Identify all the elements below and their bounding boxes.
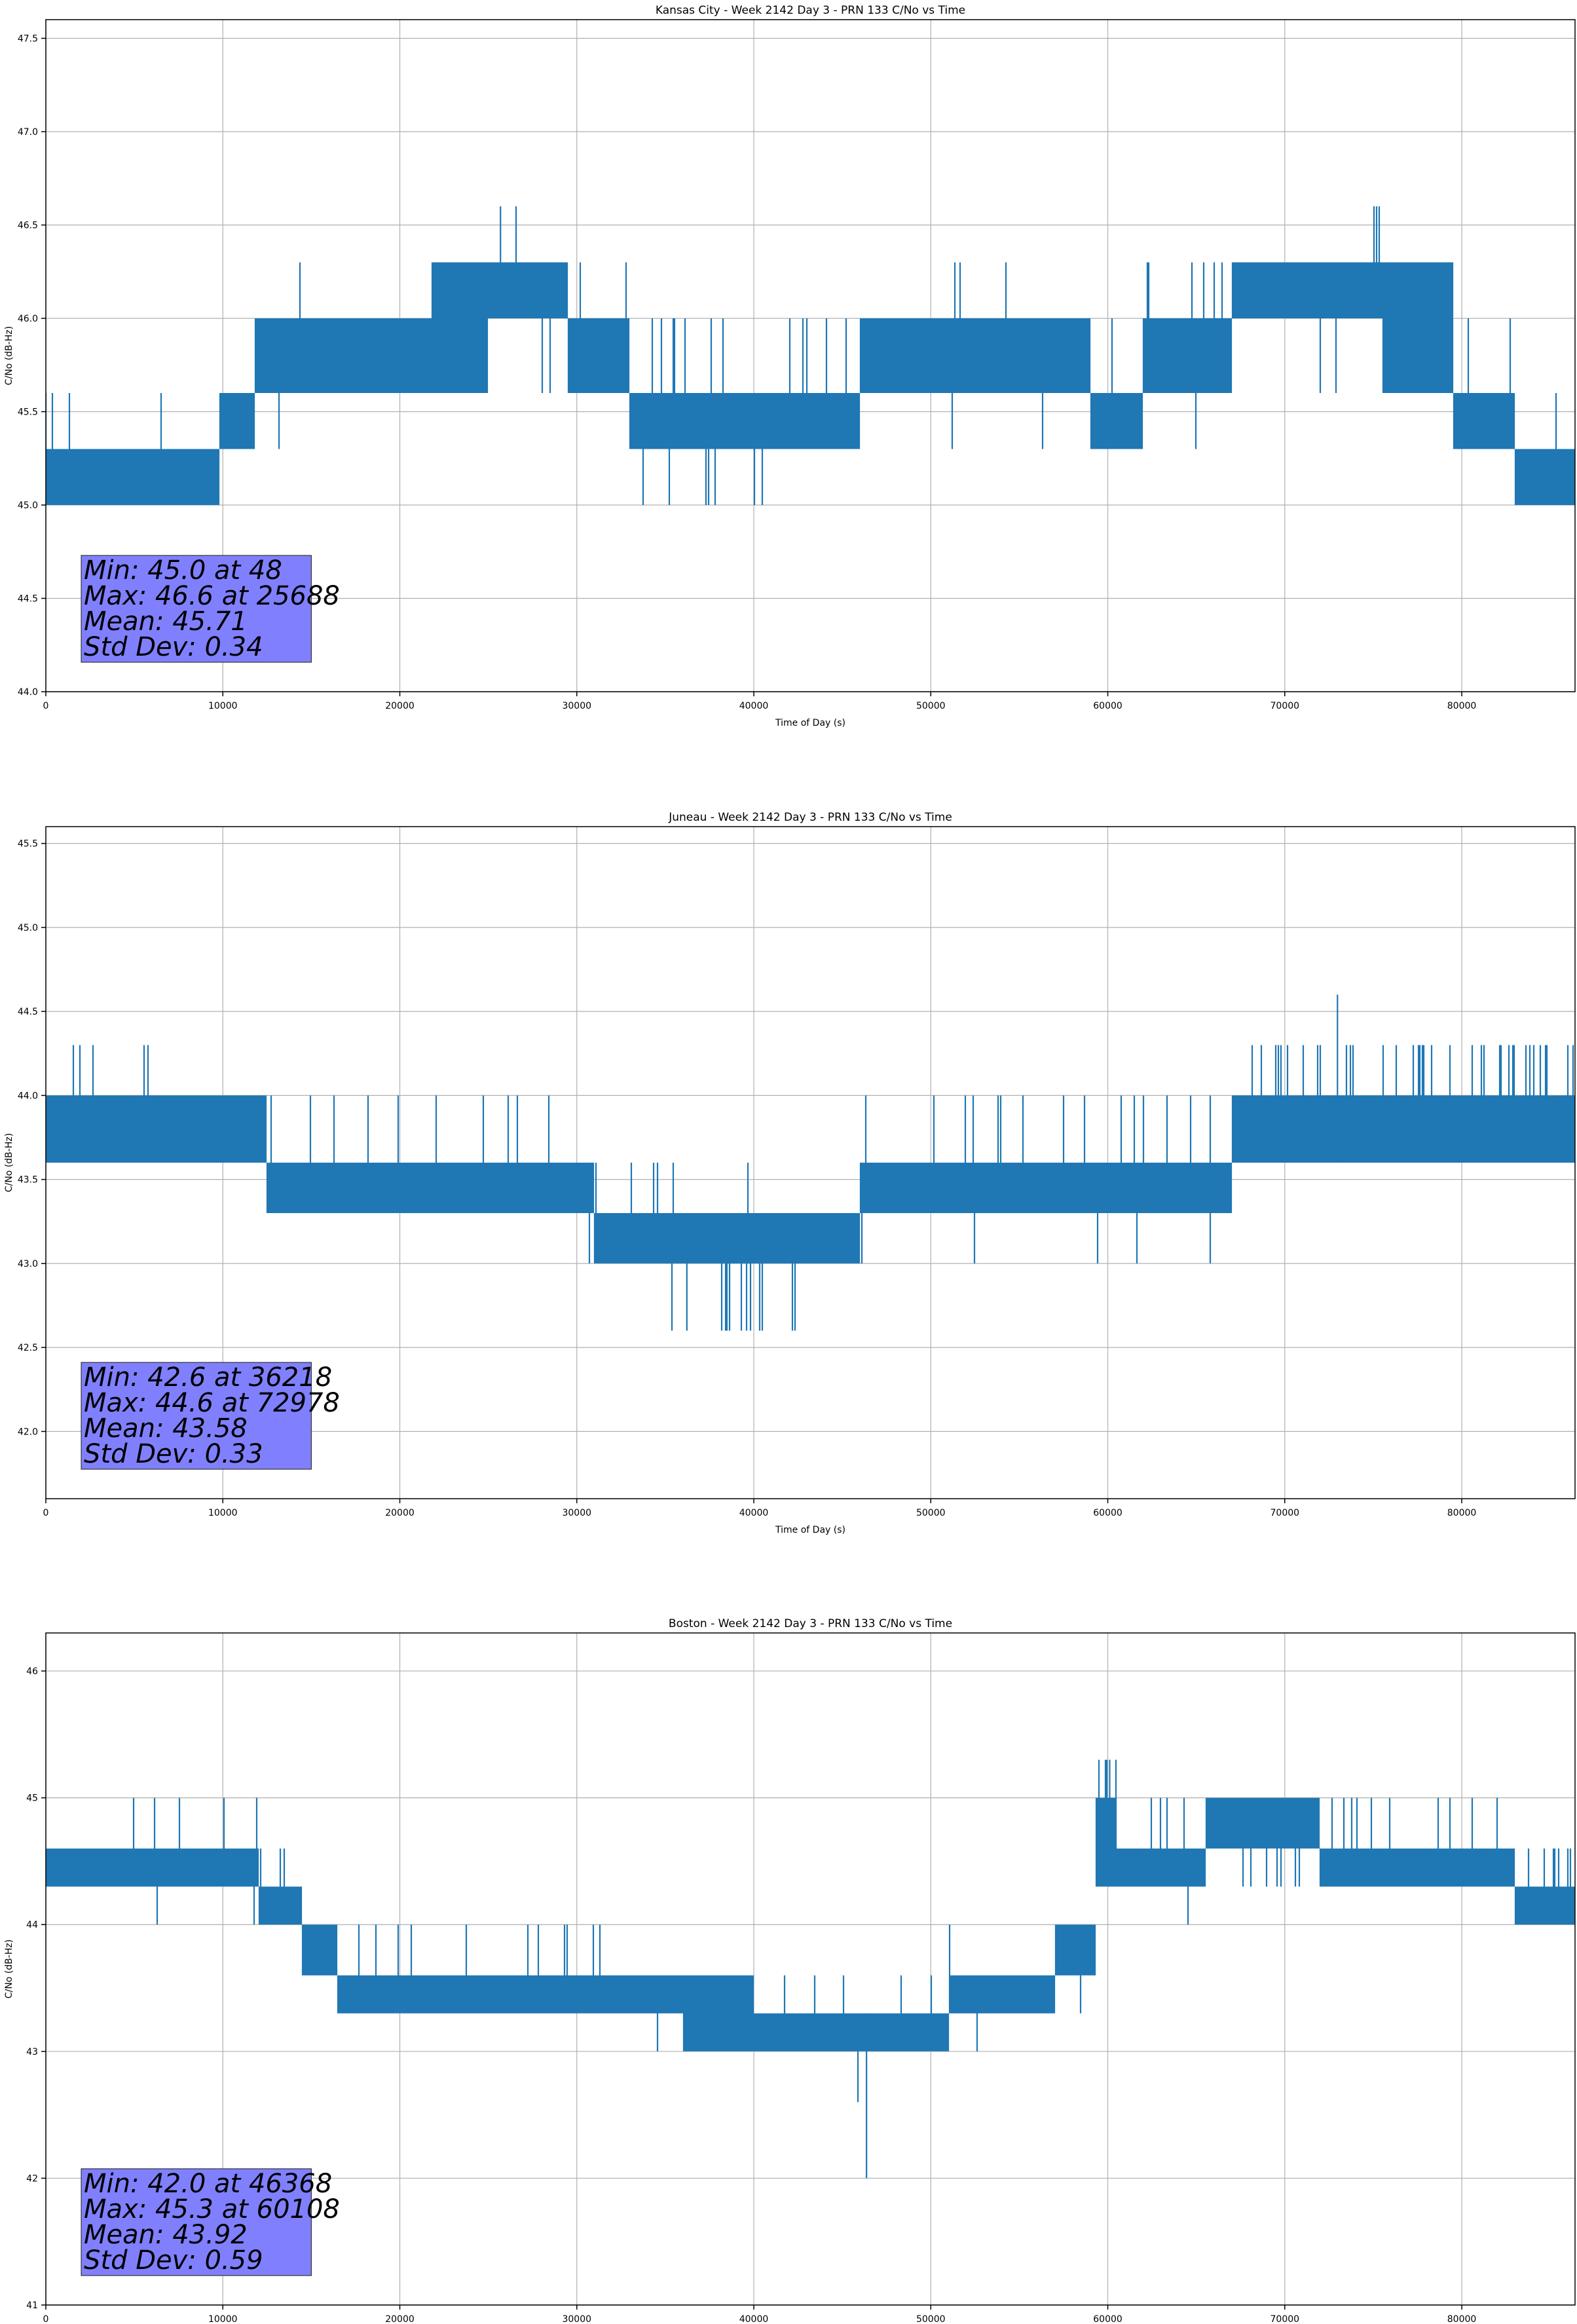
y-tick-label: 44.0 (18, 1091, 38, 1101)
cno-line (46, 1759, 1575, 2103)
x-axis-label: Time of Day (s) (775, 718, 845, 728)
stats-line: Max: 46.6 at 25688 (84, 581, 340, 611)
y-tick-label: 46.5 (18, 221, 38, 231)
chart-1: 0 10000 20000 30000 40000 50000 60000 70000 8000… (4, 4, 1576, 728)
axes-frame (45, 826, 1576, 1499)
stats-box-background (81, 2168, 312, 2276)
x-tick-label: 70000 (1271, 2314, 1300, 2324)
x-tick-label: 10000 (208, 1508, 238, 1518)
ticks: 0 10000 20000 30000 40000 50000 60000 70000 8000… (26, 1666, 1476, 2324)
x-tick-label: 30000 (562, 1508, 591, 1518)
x-tick-label: 30000 (562, 2314, 591, 2324)
stats-line: Std Dev: 0.33 (84, 1439, 263, 1469)
cno-line (46, 206, 1575, 505)
y-tick-label: 45.0 (18, 500, 38, 511)
stats-box-background (81, 555, 312, 663)
x-axis-label: Time of Day (s) (775, 1525, 845, 1535)
chart-2: 0 10000 20000 30000 40000 50000 60000 70000 8000… (4, 811, 1576, 1535)
chart-title: Boston - Week 2142 Day 3 - PRN 133 C/No … (669, 1617, 952, 1630)
x-tick-label: 40000 (739, 1508, 769, 1518)
stats-box-background (81, 1362, 312, 1470)
ticks: 0 10000 20000 30000 40000 50000 60000 70000 8000… (18, 34, 1476, 712)
stats-line: Max: 45.3 at 60108 (84, 2194, 340, 2224)
cno-line (46, 1045, 1575, 1331)
chart-3: 0 10000 20000 30000 40000 50000 60000 70000 8000… (4, 1617, 1576, 2324)
y-tick-label: 43.5 (18, 1175, 38, 1186)
axes-frame (45, 1632, 1576, 2306)
y-tick-label: 42.5 (18, 1343, 38, 1353)
y-axis-label: C/No (dB-Hz) (4, 326, 14, 385)
x-tick-label: 20000 (385, 1508, 415, 1518)
x-tick-label: 10000 (208, 701, 238, 711)
stats-line: Std Dev: 0.34 (84, 632, 263, 662)
y-tick-label: 46.0 (18, 314, 38, 324)
stats-line: Min: 42.0 at 46368 (84, 2169, 332, 2199)
x-tick-label: 40000 (739, 2314, 769, 2324)
x-tick-label: 40000 (739, 701, 769, 711)
y-tick-label: 43.0 (18, 1259, 38, 1269)
x-tick-label: 70000 (1271, 1508, 1300, 1518)
stats-line: Mean: 45.71 (84, 607, 248, 637)
y-axis-label: C/No (dB-Hz) (4, 1133, 14, 1192)
x-tick-label: 30000 (562, 701, 591, 711)
stats-line: Mean: 43.92 (84, 2220, 248, 2250)
x-tick-label: 80000 (1447, 1508, 1477, 1518)
x-tick-label: 60000 (1093, 701, 1122, 711)
x-tick-label: 0 (43, 2314, 49, 2324)
x-tick-label: 60000 (1093, 1508, 1122, 1518)
stats-line: Max: 44.6 at 72978 (84, 1388, 340, 1418)
x-tick-label: 0 (43, 701, 49, 711)
y-tick-label: 42.0 (18, 1427, 38, 1437)
ticks: 0 10000 20000 30000 40000 50000 60000 70000 8000… (18, 839, 1476, 1518)
x-tick-label: 60000 (1093, 2314, 1122, 2324)
x-tick-label: 20000 (385, 2314, 415, 2324)
stats-line: Min: 45.0 at 48 (84, 555, 282, 586)
chart-title: Juneau - Week 2142 Day 3 - PRN 133 C/No … (668, 811, 952, 824)
stats-line: Min: 42.6 at 36218 (84, 1362, 332, 1393)
y-tick-label: 47.5 (18, 34, 38, 45)
y-tick-label: 42 (26, 2173, 38, 2184)
y-tick-label: 45.0 (18, 923, 38, 933)
x-tick-label: 50000 (916, 1508, 946, 1518)
y-tick-label: 45 (26, 1793, 38, 1804)
y-tick-label: 44.5 (18, 1007, 38, 1017)
x-tick-label: 50000 (916, 701, 946, 711)
x-tick-label: 80000 (1447, 2314, 1477, 2324)
x-tick-label: 10000 (208, 2314, 238, 2324)
x-tick-label: 70000 (1271, 701, 1300, 711)
y-tick-label: 45.5 (18, 839, 38, 850)
data-series (46, 994, 1575, 1331)
y-axis-label: C/No (dB-Hz) (4, 1940, 14, 1998)
chart-title: Kansas City - Week 2142 Day 3 - PRN 133 … (656, 4, 965, 17)
data-series (46, 206, 1575, 505)
x-tick-label: 80000 (1447, 701, 1477, 711)
data-series (46, 1759, 1575, 2179)
y-tick-label: 45.5 (18, 407, 38, 418)
stats-line: Mean: 43.58 (84, 1414, 248, 1444)
x-tick-label: 0 (43, 1508, 49, 1518)
y-tick-label: 46 (26, 1666, 38, 1677)
y-tick-label: 41 (26, 2300, 38, 2311)
x-tick-label: 20000 (385, 701, 415, 711)
y-tick-label: 44.5 (18, 594, 38, 605)
x-tick-label: 50000 (916, 2314, 946, 2324)
y-tick-label: 44.0 (18, 687, 38, 698)
axes-frame (45, 19, 1576, 692)
y-tick-label: 43 (26, 2047, 38, 2057)
stats-line: Std Dev: 0.59 (84, 2245, 263, 2276)
y-tick-label: 44 (26, 1920, 38, 1930)
y-tick-label: 47.0 (18, 127, 38, 138)
